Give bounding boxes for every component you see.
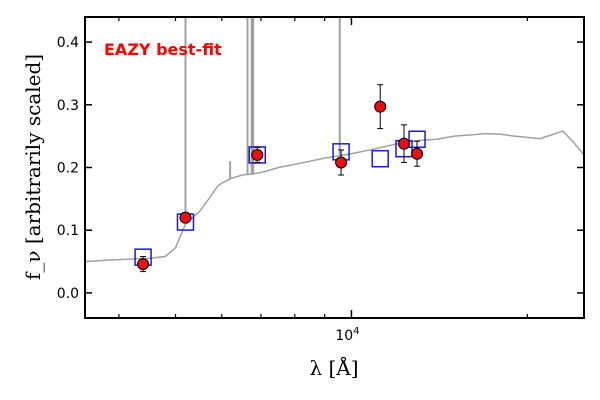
observed-point — [374, 84, 387, 130]
observed-marker — [374, 100, 387, 113]
x-tick-label: 104 — [335, 326, 359, 344]
model-spectrum-line — [85, 130, 584, 263]
y-tick-label: 0.0 — [57, 286, 79, 302]
observed-point — [335, 149, 348, 176]
observed-marker — [397, 137, 410, 150]
x-axis-label: λ [Å] — [309, 355, 358, 380]
plot-content — [85, 17, 584, 273]
observed-point — [137, 256, 150, 273]
y-axis-label: f_ν [arbitrarily scaled] — [21, 54, 45, 280]
observed-marker — [137, 258, 150, 271]
annotation-eazy: EAZY best-fit — [104, 40, 222, 59]
y-tick-label: 0.1 — [57, 223, 79, 239]
observed-marker — [411, 147, 424, 160]
observed-point — [179, 211, 192, 224]
model-photometry-point — [371, 149, 389, 168]
y-tick-label: 0.4 — [57, 35, 79, 51]
y-tick-label: 0.2 — [57, 161, 79, 177]
observed-point — [411, 140, 424, 167]
observed-marker — [251, 148, 264, 161]
observed-marker — [335, 156, 348, 169]
observed-marker — [179, 211, 192, 224]
plot-frame — [84, 16, 585, 319]
y-tick-label: 0.3 — [57, 98, 79, 114]
axis-ticks: 0.0 0.1 0.2 0.3 0.4 104 — [57, 17, 584, 344]
observed-point — [251, 146, 264, 163]
observed-point — [397, 124, 410, 163]
